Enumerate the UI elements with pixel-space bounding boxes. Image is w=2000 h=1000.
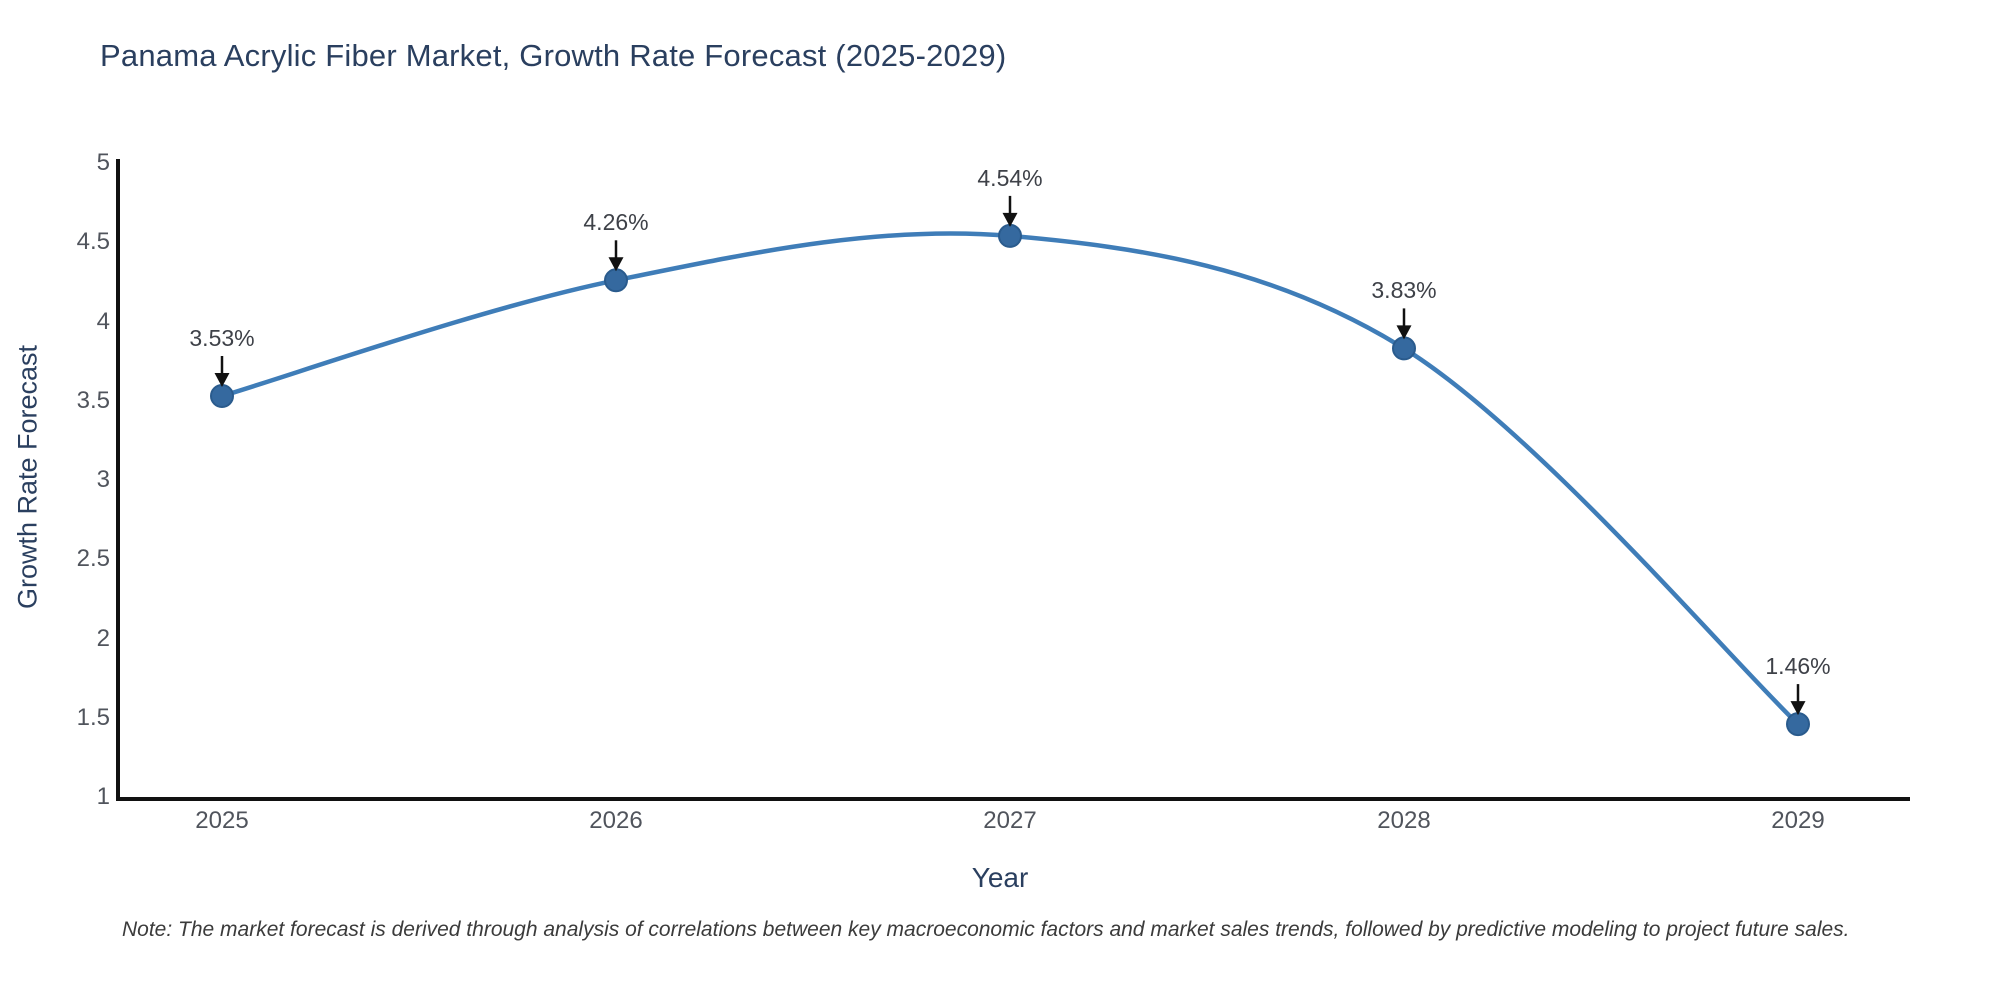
annotation-label-2026: 4.26% [583, 209, 649, 235]
annotation-label-2025: 3.53% [189, 325, 255, 351]
y-tick-4: 4 [96, 308, 110, 335]
trend-line [219, 231, 1801, 727]
annotation-arrowhead-2029 [1790, 701, 1806, 716]
y-tick-1: 1 [96, 783, 110, 810]
annotation-label-2027: 4.54% [977, 165, 1043, 191]
x-tick-2029: 2029 [1771, 807, 1825, 834]
y-tick-5: 5 [96, 149, 110, 176]
y-tick-3: 3 [96, 466, 110, 493]
data-point-2029 [1786, 712, 1810, 737]
x-tick-2026: 2026 [589, 807, 643, 834]
y-tick-4.5: 4.5 [76, 228, 110, 255]
y-tick-1.5: 1.5 [76, 704, 110, 731]
y-tick-3.5: 3.5 [76, 387, 110, 414]
footnote: Note: The market forecast is derived thr… [122, 918, 1850, 941]
annotation-arrowhead-2027 [1002, 212, 1018, 227]
data-point-2028 [1392, 336, 1416, 361]
data-point-2026 [604, 268, 628, 293]
x-axis-title: Year [971, 862, 1029, 893]
y-axis-title: Growth Rate Forecast [12, 344, 43, 610]
data-point-2027 [998, 223, 1022, 248]
x-tick-2025: 2025 [195, 807, 249, 834]
annotation-arrowhead-2025 [214, 373, 230, 387]
annotation-arrowhead-2028 [1396, 325, 1412, 340]
annotation-label-2029: 1.46% [1765, 653, 1831, 679]
annotation-label-2028: 3.83% [1371, 277, 1437, 303]
y-tick-2.5: 2.5 [76, 545, 110, 572]
data-point-2025 [210, 384, 234, 408]
annotation-arrowhead-2026 [608, 257, 624, 272]
x-tick-2028: 2028 [1377, 807, 1431, 834]
x-tick-2027: 2027 [983, 807, 1037, 834]
chart-title: Panama Acrylic Fiber Market, Growth Rate… [100, 38, 1007, 73]
y-tick-2: 2 [96, 625, 110, 652]
